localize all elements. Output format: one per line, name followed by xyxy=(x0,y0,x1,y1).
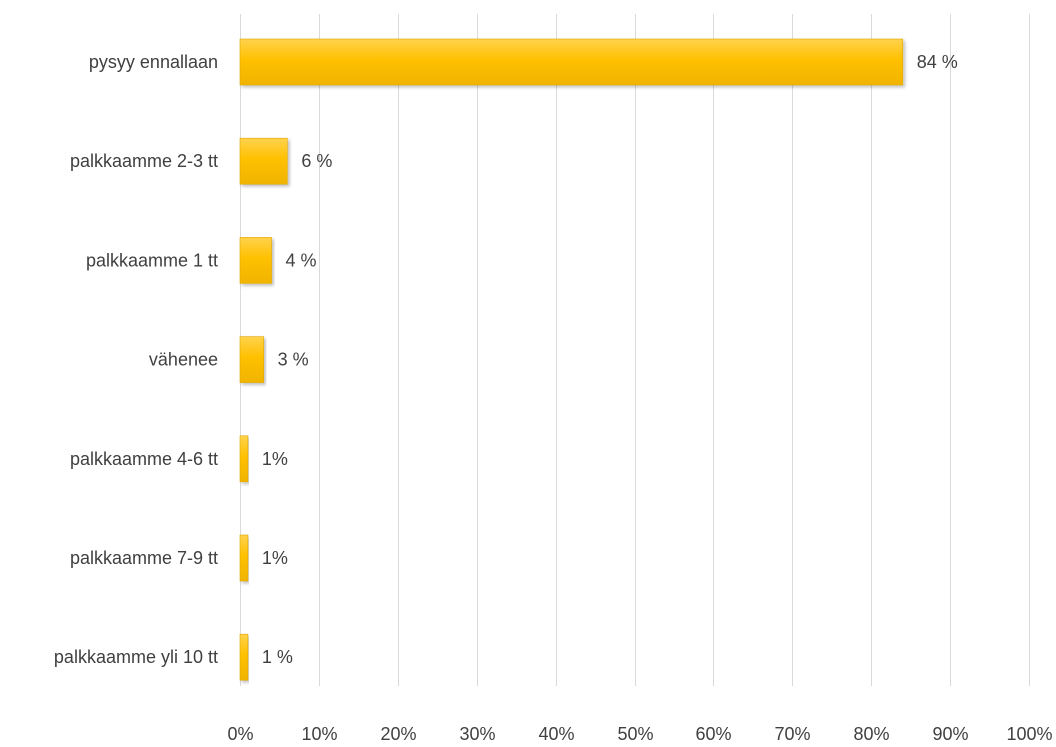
x-tick-label: 80% xyxy=(853,724,889,744)
x-tick-label: 10% xyxy=(301,724,337,744)
x-tick-label: 100% xyxy=(1006,724,1052,744)
x-tick-label: 20% xyxy=(380,724,416,744)
bar xyxy=(239,633,249,681)
x-tick-label: 90% xyxy=(932,724,968,744)
data-label: 1% xyxy=(262,548,288,568)
bars xyxy=(239,38,904,681)
category-labels: pysyy ennallaan palkkaamme 2-3 tt palkkaam… xyxy=(54,52,218,667)
category-label: vähenee xyxy=(149,350,218,370)
bar xyxy=(239,435,249,483)
bar xyxy=(239,336,264,383)
category-label: palkkaamme 4-6 tt xyxy=(70,449,218,469)
data-label: 1% xyxy=(262,449,288,469)
bar xyxy=(239,137,288,185)
x-tick-label: 40% xyxy=(538,724,574,744)
category-label: palkkaamme 1 tt xyxy=(86,250,218,270)
x-tick-label: 50% xyxy=(617,724,653,744)
category-label: pysyy ennallaan xyxy=(89,52,218,72)
data-label: 3 % xyxy=(278,350,309,370)
x-tick-label: 0% xyxy=(227,724,253,744)
data-labels: 84 % 6 % 4 % 3 % 1% 1% 1 % xyxy=(262,52,958,667)
bar xyxy=(239,38,904,86)
data-label: 1 % xyxy=(262,647,293,667)
x-tick-label: 60% xyxy=(695,724,731,744)
data-label: 84 % xyxy=(917,52,958,72)
category-label: palkkaamme 2-3 tt xyxy=(70,151,218,171)
category-label: palkkaamme 7-9 tt xyxy=(70,548,218,568)
data-label: 4 % xyxy=(286,250,317,270)
gridlines xyxy=(240,14,1030,686)
x-tick-label: 30% xyxy=(459,724,495,744)
category-label: palkkaamme yli 10 tt xyxy=(54,647,218,667)
x-axis-tick-labels: 0% 10% 20% 30% 40% 50% 60% 70% 80% 90% 100% xyxy=(227,724,1052,744)
bar xyxy=(239,534,249,582)
bar xyxy=(239,237,272,284)
x-tick-label: 70% xyxy=(774,724,810,744)
data-label: 6 % xyxy=(301,151,332,171)
